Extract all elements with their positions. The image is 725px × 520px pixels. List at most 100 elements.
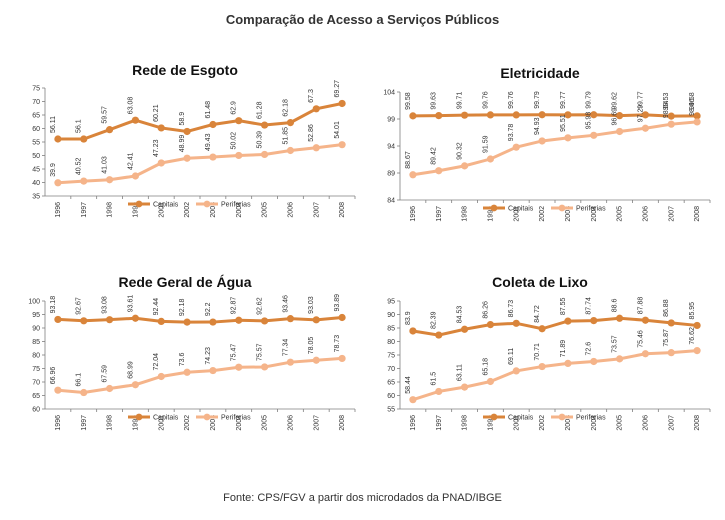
y-tick-label: 65 <box>32 393 40 400</box>
data-point <box>693 347 701 355</box>
y-tick-label: 40 <box>32 180 40 187</box>
y-tick-label: 60 <box>387 393 395 400</box>
data-label: 85.95 <box>689 302 696 320</box>
data-point <box>260 363 269 371</box>
data-label: 99.58 <box>405 92 412 110</box>
data-label: 52.86 <box>308 124 315 142</box>
data-label: 97.29 <box>637 105 644 123</box>
data-label: 88.6 <box>612 299 619 313</box>
chart-title: Rede Geral de Água <box>118 274 252 290</box>
data-point <box>338 354 346 363</box>
data-label: 87.55 <box>560 297 567 315</box>
data-label: 67.59 <box>102 365 109 383</box>
y-tick-label: 80 <box>387 339 395 346</box>
x-tick-label: 2006 <box>642 415 649 431</box>
data-point <box>209 153 217 161</box>
y-tick-label: 70 <box>32 380 40 387</box>
data-point <box>460 383 469 391</box>
x-tick-label: 2008 <box>694 415 701 431</box>
data-label: 86.73 <box>508 300 515 318</box>
data-point <box>615 355 624 363</box>
data-point <box>80 177 88 185</box>
chart-title: Rede de Esgoto <box>132 62 238 78</box>
chart-title: Eletricidade <box>500 65 580 81</box>
data-label: 99.63 <box>431 92 438 110</box>
data-point <box>512 111 520 119</box>
data-label: 63.08 <box>127 97 134 115</box>
data-point <box>435 331 443 339</box>
data-point <box>486 377 495 386</box>
data-label: 69.27 <box>334 80 341 98</box>
data-label: 61.5 <box>431 372 438 386</box>
x-tick-label: 2001 <box>513 206 520 222</box>
data-point <box>260 121 269 129</box>
data-point <box>667 349 675 357</box>
chart-svg: 84 89 94 99 104 1996 1997 1998 1999 2001 2002 2003 2… <box>383 90 711 222</box>
data-label: 73.6 <box>179 353 186 367</box>
data-label: 99.62 <box>612 92 619 110</box>
data-label: 94.93 <box>534 117 541 135</box>
data-point <box>538 137 546 145</box>
data-point <box>460 162 469 170</box>
data-label: 75.87 <box>663 329 670 347</box>
data-point <box>667 120 675 128</box>
data-label: 76.62 <box>689 327 696 345</box>
data-label: 61.28 <box>257 101 264 119</box>
y-tick-label: 84 <box>387 198 395 205</box>
data-point <box>105 384 114 393</box>
series-line-1 <box>57 143 343 185</box>
y-tick-label: 90 <box>32 326 40 333</box>
y-tick-label: 89 <box>387 171 395 178</box>
data-label: 42.41 <box>127 152 134 170</box>
legend-swatch-marker <box>135 413 143 421</box>
data-label: 75.57 <box>257 343 264 361</box>
data-label: 92.44 <box>153 298 160 316</box>
data-point <box>615 127 624 136</box>
data-point <box>183 154 191 162</box>
y-tick-label: 45 <box>32 167 40 174</box>
data-point <box>512 367 520 375</box>
data-point <box>486 111 495 119</box>
data-point <box>105 126 114 134</box>
x-tick-label: 2001 <box>158 202 165 218</box>
data-point <box>54 386 62 394</box>
data-label: 86.88 <box>663 299 670 317</box>
y-tick-label: 60 <box>32 126 40 133</box>
data-point <box>338 313 346 322</box>
data-label: 89.42 <box>431 147 438 165</box>
data-point <box>286 119 295 127</box>
data-label: 95.98 <box>586 112 593 130</box>
data-label: 47.23 <box>153 139 160 157</box>
data-label: 91.59 <box>482 135 489 153</box>
data-label: 93.18 <box>50 296 57 314</box>
data-label: 54.01 <box>334 121 341 139</box>
data-point <box>286 146 295 155</box>
data-label: 41.03 <box>102 156 109 174</box>
data-point <box>590 131 598 139</box>
data-point <box>105 316 114 324</box>
data-point <box>312 316 320 324</box>
data-label: 71.89 <box>560 340 567 358</box>
data-label: 49.43 <box>205 133 212 151</box>
x-tick-label: 2005 <box>617 415 624 431</box>
x-tick-label: 1998 <box>462 415 469 431</box>
x-tick-label: 2004 <box>591 206 598 222</box>
data-label: 92.67 <box>76 297 83 315</box>
y-tick-label: 94 <box>387 144 395 151</box>
data-label: 48.99 <box>179 135 186 153</box>
data-point <box>693 112 701 120</box>
data-label: 60.21 <box>153 104 160 122</box>
x-tick-label: 2002 <box>539 206 546 222</box>
legend-label: Periferias <box>221 415 251 422</box>
x-tick-label: 1997 <box>436 206 443 222</box>
series-line-0 <box>412 113 698 118</box>
x-tick-label: 2003 <box>210 202 217 218</box>
y-tick-label: 65 <box>32 113 40 120</box>
y-tick-label: 95 <box>387 299 395 306</box>
data-point <box>54 135 62 143</box>
legend-label: Periferias <box>221 202 251 209</box>
x-tick-label: 1999 <box>132 415 139 431</box>
data-point <box>641 111 650 119</box>
y-tick-label: 65 <box>387 380 395 387</box>
data-point <box>80 135 88 143</box>
